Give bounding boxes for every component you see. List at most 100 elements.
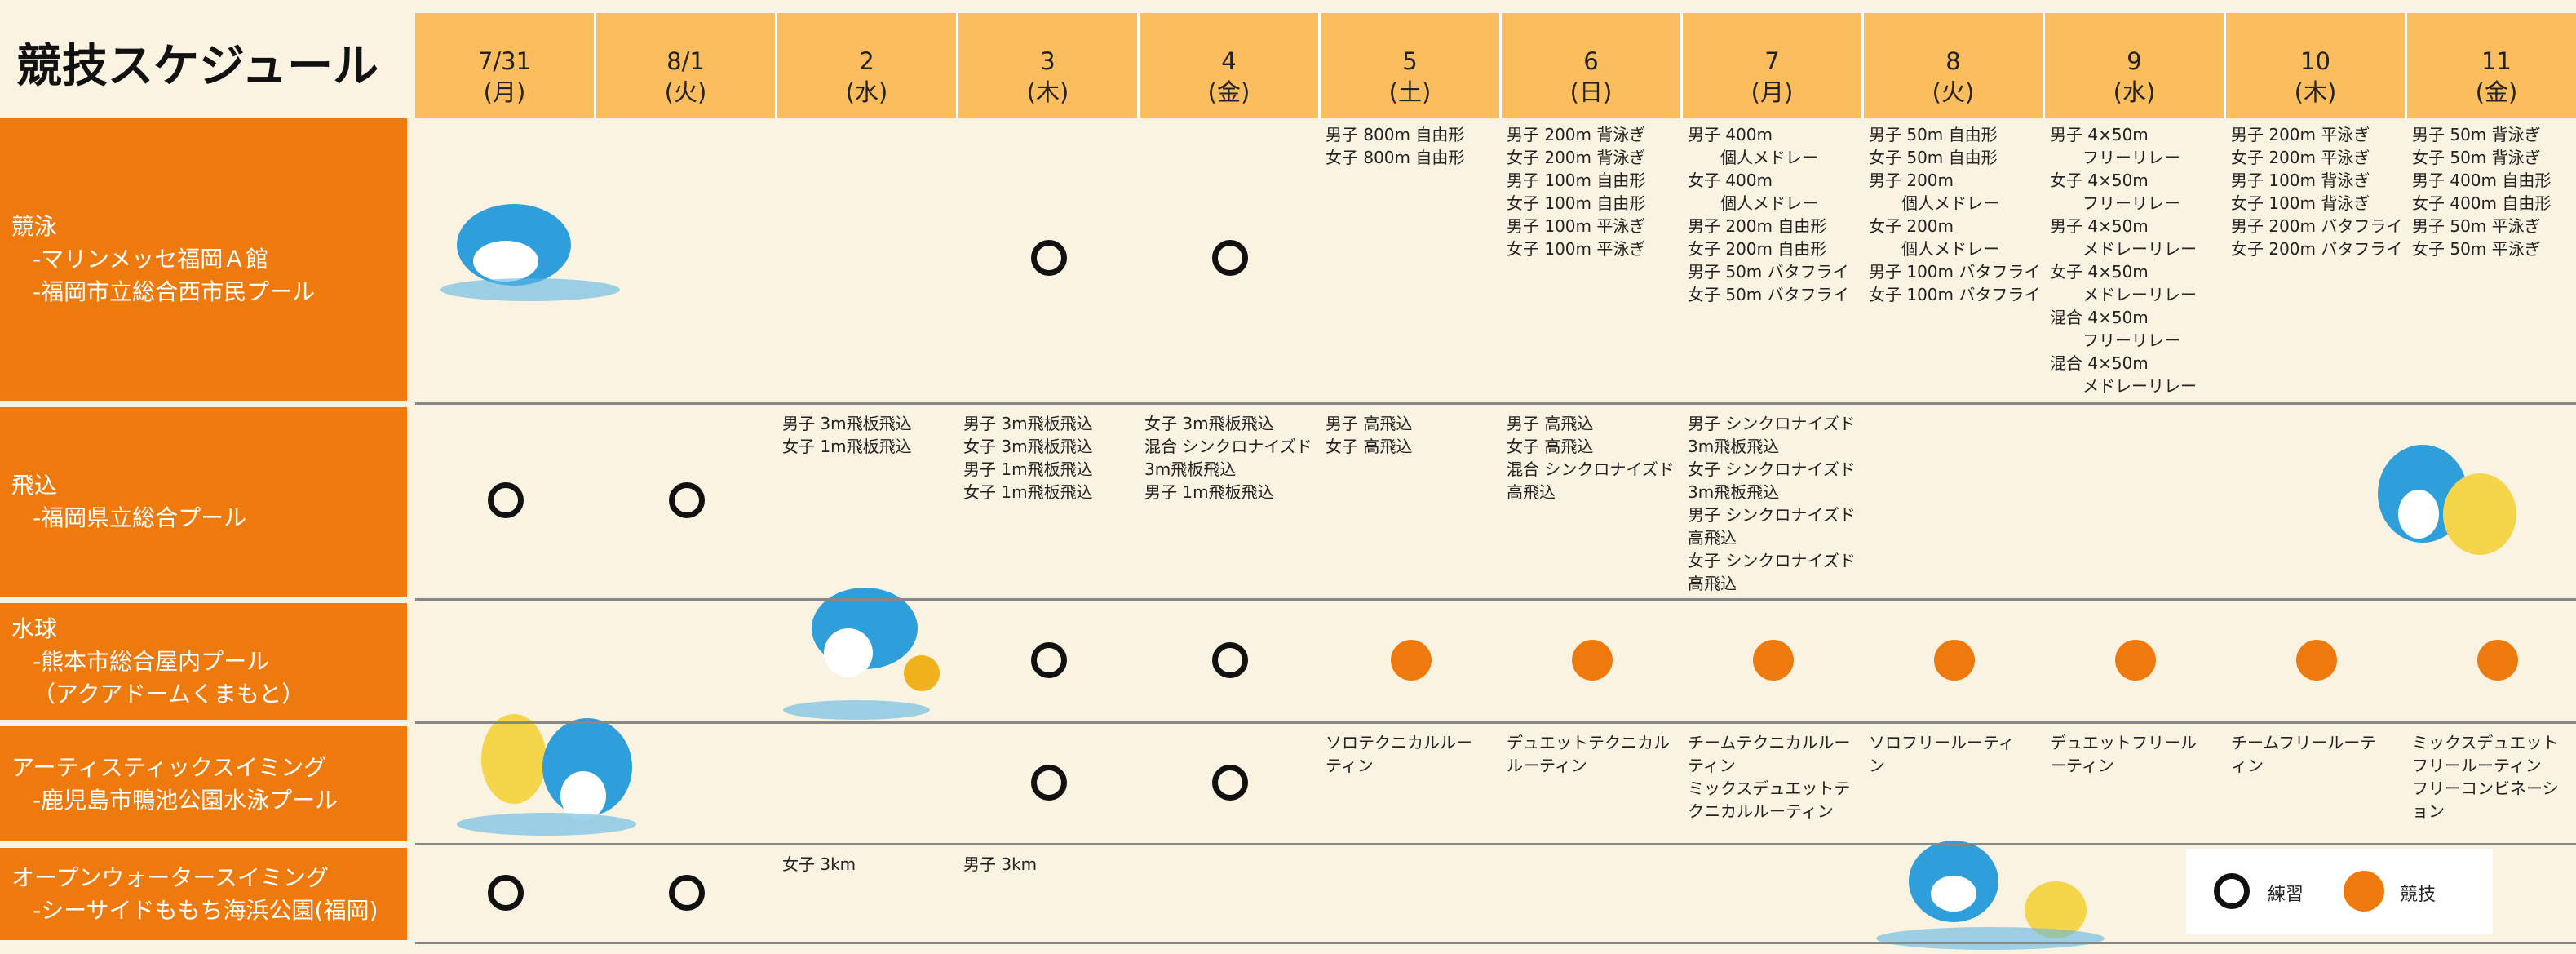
day-header: 7/31 (月) [415, 13, 596, 118]
event: 男子 3km [963, 854, 1038, 874]
sport-name: アーティスティックスイミング [11, 753, 327, 781]
event-list: 男子 50m 自由形 女子 50m 自由形 男子 200m 個人メドレー 女子 200… [1864, 118, 2045, 306]
day-date: 5 [1402, 47, 1418, 75]
event: ティン [1688, 756, 1736, 775]
day-weekday: (金) [2475, 78, 2518, 106]
day-header: 7 (月) [1683, 13, 1864, 118]
event: 個人メドレー [1869, 239, 1999, 259]
event: 女子 100m 平泳ぎ [1507, 239, 1646, 259]
event: 女子 50m 背泳ぎ [2412, 148, 2541, 167]
event: デュエットテクニカル [1507, 733, 1670, 752]
event-list: 女子 3m飛板飛込 混合 シンクロナイズド 3m飛板飛込 男子 1m飛板飛込 [1140, 407, 1321, 504]
event: 男子 200m 背泳ぎ [1507, 125, 1646, 144]
event: 女子 200m 平泳ぎ [2231, 148, 2370, 167]
competition-mark [1572, 639, 1613, 681]
event-list: 男子 高飛込 女子 高飛込 [1321, 407, 1502, 458]
event: 男子 シンクロナイズド [1688, 505, 1856, 525]
event: 高飛込 [1688, 528, 1737, 548]
practice-mark [1212, 764, 1248, 801]
event: 女子 800m 自由形 [1326, 148, 1465, 167]
day-weekday: (日) [1569, 78, 1613, 106]
event: 女子 3m飛板飛込 [963, 437, 1093, 456]
event: 男子 3m飛板飛込 [963, 414, 1093, 433]
event: 男子 高飛込 [1326, 414, 1413, 433]
event-list: 女子 3km [777, 848, 958, 876]
event-list: チームテクニカルルー ティン ミックスデュエットテ クニカルルーティン [1683, 726, 1864, 823]
event: 男子 400m 自由形 [2412, 171, 2552, 190]
sport-label: アーティスティックスイミング -鹿児島市鴨池公園水泳プール [0, 726, 407, 841]
practice-mark [669, 874, 705, 911]
competition-mark [1934, 639, 1975, 681]
competition-mark [2477, 639, 2518, 681]
day-weekday: (水) [2113, 78, 2156, 106]
event: ソロテクニカルルー [1326, 733, 1472, 752]
day-header: 6 (日) [1502, 13, 1683, 118]
event: 女子 高飛込 [1507, 437, 1594, 456]
event: 男子 100m 平泳ぎ [1507, 216, 1646, 236]
sport-label: オープンウォータースイミング -シーサイドももち海浜公園(福岡) [0, 848, 407, 940]
day-date: 8/1 [666, 47, 705, 75]
legend: 練習 競技 [2186, 849, 2493, 934]
day-weekday: (水) [845, 78, 888, 106]
event: チームフリールーテ [2231, 733, 2377, 752]
event: 女子 シンクロナイズド [1688, 551, 1856, 570]
mascot [1876, 841, 2105, 950]
event: 女子 200m バタフライ [2231, 239, 2403, 259]
practice-mark [1031, 641, 1067, 678]
event: 男子 100m バタフライ [1869, 262, 2041, 282]
event-list: 男子 3km [958, 848, 1140, 876]
event-list: 男子 50m 背泳ぎ 女子 50m 背泳ぎ 男子 400m 自由形 女子 400m 自… [2407, 118, 2576, 260]
day-weekday: (火) [664, 78, 707, 106]
day-weekday: (金) [1207, 78, 1250, 106]
day-date: 9 [2127, 47, 2142, 75]
event: 女子 200m 自由形 [1688, 239, 1827, 259]
event: 男子 200m 平泳ぎ [2231, 125, 2370, 144]
event: 男子 シンクロナイズド [1688, 414, 1856, 433]
event: 女子 1m飛板飛込 [782, 437, 912, 456]
day-weekday: (月) [483, 78, 526, 106]
event-list: 男子 200m 背泳ぎ 女子 200m 背泳ぎ 男子 100m 自由形 女子 100m… [1502, 118, 1683, 260]
event: 女子 100m 自由形 [1507, 193, 1646, 213]
day-date: 7 [1764, 47, 1780, 75]
event: 男子 高飛込 [1507, 414, 1594, 433]
venue: -マリンメッセ福岡Ａ館 [33, 246, 269, 273]
event: フリーリレー [2050, 193, 2180, 213]
event-list: デュエットフリール ーティン [2045, 726, 2226, 777]
event: 男子 3m飛板飛込 [782, 414, 912, 433]
event: 女子 100m 背泳ぎ [2231, 193, 2370, 213]
event-list: デュエットテクニカル ルーティン [1502, 726, 1683, 777]
event: 女子 4×50m [2050, 171, 2149, 190]
event: 男子 100m 背泳ぎ [2231, 171, 2370, 190]
event: ミックスデュエット [2412, 733, 2559, 752]
mascot [457, 714, 636, 836]
row-separator [415, 402, 2576, 405]
event: 男子 50m 自由形 [1869, 125, 1998, 144]
event: 混合 シンクロナイズド [1507, 459, 1675, 479]
event: 男子 4×50m [2050, 216, 2149, 236]
day-header: 11 (金) [2407, 13, 2576, 118]
event: 3m飛板飛込 [1688, 437, 1780, 456]
event: ィン [2231, 756, 2264, 775]
event: 男子 1m飛板飛込 [1144, 482, 1274, 502]
competition-mark [2296, 639, 2337, 681]
sport-name: 競泳 [11, 213, 58, 240]
event: 3m飛板飛込 [1144, 459, 1237, 479]
event: 女子 400m [1688, 171, 1773, 190]
event: 女子 50m バタフライ [1688, 285, 1849, 304]
event-list: 男子 3m飛板飛込 女子 1m飛板飛込 [777, 407, 958, 458]
event: フリールーティン [2412, 756, 2542, 775]
event: 女子 50m 自由形 [1869, 148, 1998, 167]
mascot [2378, 445, 2516, 555]
event: 男子 1m飛板飛込 [963, 459, 1093, 479]
row-separator [415, 843, 2576, 845]
day-weekday: (木) [2294, 78, 2337, 106]
event-list: チームフリールーテ ィン [2226, 726, 2407, 777]
practice-mark [488, 874, 524, 911]
day-date: 3 [1040, 47, 1056, 75]
venue: -福岡市立総合西市民プール [33, 278, 316, 305]
competition-mark [1753, 639, 1794, 681]
day-date: 4 [1221, 47, 1237, 75]
sport-name: 飛込 [11, 472, 58, 499]
event: 男子 200m 自由形 [1688, 216, 1827, 236]
event: 女子 高飛込 [1326, 437, 1413, 456]
